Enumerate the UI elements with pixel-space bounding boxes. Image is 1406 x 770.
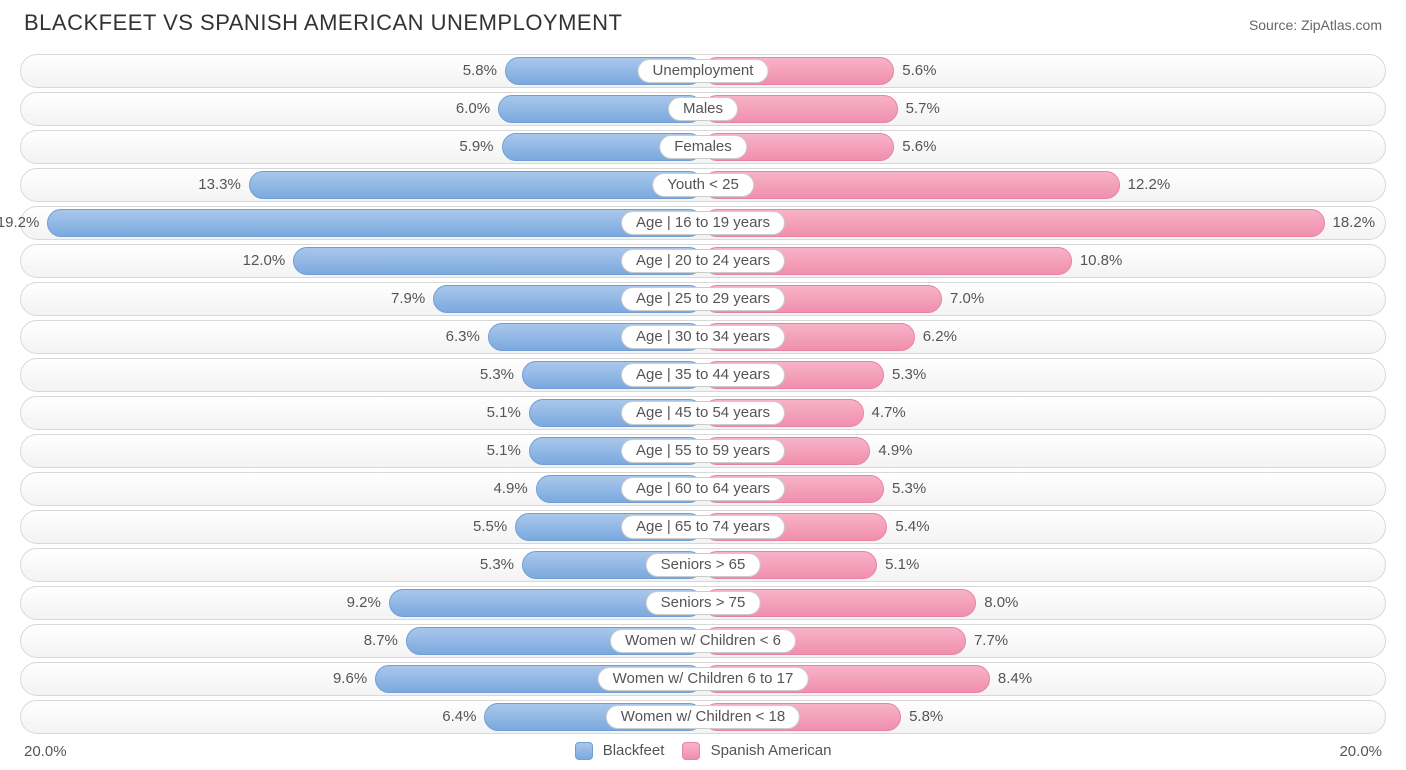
chart-row: 6.0% 5.7% Males: [20, 92, 1386, 126]
chart-footer: 20.0% Blackfeet Spanish American 20.0%: [20, 742, 1386, 760]
category-label: Age | 20 to 24 years: [621, 249, 785, 273]
chart-row: 5.5% 5.4% Age | 65 to 74 years: [20, 510, 1386, 544]
category-label: Age | 30 to 34 years: [621, 325, 785, 349]
chart-row: 9.6% 8.4% Women w/ Children 6 to 17: [20, 662, 1386, 696]
legend-swatch-right: [682, 742, 700, 760]
value-left: 7.9%: [391, 282, 425, 316]
legend-label-right: Spanish American: [711, 742, 832, 759]
value-left: 6.0%: [456, 92, 490, 126]
value-left: 5.5%: [473, 510, 507, 544]
category-label: Age | 35 to 44 years: [621, 363, 785, 387]
header: BLACKFEET VS SPANISH AMERICAN UNEMPLOYME…: [20, 10, 1386, 36]
value-right: 8.0%: [984, 586, 1018, 620]
value-right: 6.2%: [923, 320, 957, 354]
value-right: 10.8%: [1080, 244, 1123, 278]
bar-left: [47, 209, 703, 237]
value-left: 5.8%: [463, 54, 497, 88]
value-right: 8.4%: [998, 662, 1032, 696]
value-left: 19.2%: [0, 206, 39, 240]
category-label: Unemployment: [638, 59, 769, 83]
value-right: 5.3%: [892, 472, 926, 506]
value-left: 8.7%: [364, 624, 398, 658]
chart-row: 5.3% 5.1% Seniors > 65: [20, 548, 1386, 582]
category-label: Age | 16 to 19 years: [621, 211, 785, 235]
category-label: Seniors > 65: [646, 553, 761, 577]
value-left: 6.3%: [446, 320, 480, 354]
value-right: 5.4%: [895, 510, 929, 544]
value-left: 5.1%: [487, 434, 521, 468]
category-label: Seniors > 75: [646, 591, 761, 615]
diverging-bar-chart: 5.8% 5.6% Unemployment 6.0% 5.7% Males 5.9% 5.6…: [20, 54, 1386, 734]
legend-item-left: Blackfeet: [575, 742, 665, 760]
value-left: 5.3%: [480, 358, 514, 392]
value-left: 9.2%: [347, 586, 381, 620]
value-right: 5.6%: [902, 130, 936, 164]
bar-right: [703, 209, 1325, 237]
category-label: Age | 60 to 64 years: [621, 477, 785, 501]
chart-row: 5.9% 5.6% Females: [20, 130, 1386, 164]
value-right: 5.7%: [906, 92, 940, 126]
value-right: 5.1%: [885, 548, 919, 582]
value-right: 4.9%: [878, 434, 912, 468]
category-label: Age | 45 to 54 years: [621, 401, 785, 425]
category-label: Youth < 25: [652, 173, 754, 197]
value-left: 12.0%: [243, 244, 286, 278]
value-right: 4.7%: [872, 396, 906, 430]
category-label: Women w/ Children < 6: [610, 629, 796, 653]
bar-right: [703, 171, 1120, 199]
chart-row: 4.9% 5.3% Age | 60 to 64 years: [20, 472, 1386, 506]
value-left: 5.9%: [459, 130, 493, 164]
value-left: 5.3%: [480, 548, 514, 582]
value-right: 7.7%: [974, 624, 1008, 658]
chart-row: 9.2% 8.0% Seniors > 75: [20, 586, 1386, 620]
value-left: 13.3%: [198, 168, 241, 202]
chart-row: 5.1% 4.9% Age | 55 to 59 years: [20, 434, 1386, 468]
chart-row: 12.0% 10.8% Age | 20 to 24 years: [20, 244, 1386, 278]
value-right: 5.6%: [902, 54, 936, 88]
legend: Blackfeet Spanish American: [575, 742, 832, 760]
chart-row: 5.3% 5.3% Age | 35 to 44 years: [20, 358, 1386, 392]
bar-left: [249, 171, 703, 199]
chart-row: 13.3% 12.2% Youth < 25: [20, 168, 1386, 202]
category-label: Males: [668, 97, 738, 121]
chart-row: 19.2%18.2%Age | 16 to 19 years: [20, 206, 1386, 240]
category-label: Age | 25 to 29 years: [621, 287, 785, 311]
source-attribution: Source: ZipAtlas.com: [1249, 17, 1382, 33]
category-label: Age | 55 to 59 years: [621, 439, 785, 463]
value-left: 9.6%: [333, 662, 367, 696]
value-right: 7.0%: [950, 282, 984, 316]
value-right: 18.2%: [1333, 206, 1376, 240]
value-left: 5.1%: [487, 396, 521, 430]
legend-label-left: Blackfeet: [603, 742, 665, 759]
chart-row: 6.4% 5.8% Women w/ Children < 18: [20, 700, 1386, 734]
chart-title: BLACKFEET VS SPANISH AMERICAN UNEMPLOYME…: [24, 10, 622, 36]
value-right: 12.2%: [1128, 168, 1171, 202]
legend-swatch-left: [575, 742, 593, 760]
value-right: 5.3%: [892, 358, 926, 392]
chart-row: 7.9% 7.0% Age | 25 to 29 years: [20, 282, 1386, 316]
value-right: 5.8%: [909, 700, 943, 734]
category-label: Females: [659, 135, 747, 159]
legend-item-right: Spanish American: [682, 742, 831, 760]
chart-row: 5.8% 5.6% Unemployment: [20, 54, 1386, 88]
chart-row: 6.3% 6.2% Age | 30 to 34 years: [20, 320, 1386, 354]
value-left: 4.9%: [493, 472, 527, 506]
category-label: Women w/ Children 6 to 17: [598, 667, 809, 691]
value-left: 6.4%: [442, 700, 476, 734]
chart-row: 8.7% 7.7% Women w/ Children < 6: [20, 624, 1386, 658]
category-label: Women w/ Children < 18: [606, 705, 800, 729]
category-label: Age | 65 to 74 years: [621, 515, 785, 539]
chart-row: 5.1% 4.7% Age | 45 to 54 years: [20, 396, 1386, 430]
